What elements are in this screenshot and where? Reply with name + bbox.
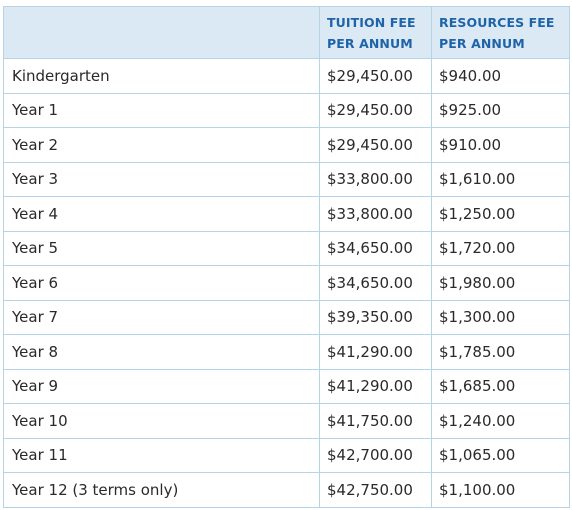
tuition-fee: $34,650.00 bbox=[319, 230, 432, 266]
year-level: Year 9 bbox=[3, 368, 320, 404]
table-row: Kindergarten $29,450.00 $940.00 bbox=[3, 58, 570, 94]
year-level: Year 2 bbox=[3, 127, 320, 163]
table-row: Year 7 $39,350.00 $1,300.00 bbox=[3, 299, 570, 335]
year-level: Year 3 bbox=[3, 161, 320, 197]
table-row: Year 10 $41,750.00 $1,240.00 bbox=[3, 403, 570, 439]
tuition-fee: $34,650.00 bbox=[319, 265, 432, 301]
resources-fee: $1,685.00 bbox=[431, 368, 570, 404]
table-row: Year 12 (3 terms only) $42,750.00 $1,100… bbox=[3, 472, 570, 508]
year-level: Year 12 (3 terms only) bbox=[3, 472, 320, 508]
header-level bbox=[3, 6, 320, 59]
year-level: Year 5 bbox=[3, 230, 320, 266]
resources-fee: $925.00 bbox=[431, 92, 570, 128]
resources-fee: $1,250.00 bbox=[431, 196, 570, 232]
resources-fee: $910.00 bbox=[431, 127, 570, 163]
fee-table-header: TUITION FEE PER ANNUM RESOURCES FEE PER … bbox=[3, 6, 570, 59]
table-row: Year 1 $29,450.00 $925.00 bbox=[3, 92, 570, 128]
table-row: Year 6 $34,650.00 $1,980.00 bbox=[3, 265, 570, 301]
fee-table-body: Kindergarten $29,450.00 $940.00 Year 1 $… bbox=[3, 58, 570, 508]
resources-fee: $1,785.00 bbox=[431, 334, 570, 370]
year-level: Year 1 bbox=[3, 92, 320, 128]
tuition-fee: $41,750.00 bbox=[319, 403, 432, 439]
resources-fee: $1,610.00 bbox=[431, 161, 570, 197]
resources-fee: $940.00 bbox=[431, 58, 570, 94]
table-row: Year 11 $42,700.00 $1,065.00 bbox=[3, 437, 570, 473]
tuition-fee: $41,290.00 bbox=[319, 334, 432, 370]
tuition-fee: $42,700.00 bbox=[319, 437, 432, 473]
year-level: Year 11 bbox=[3, 437, 320, 473]
tuition-fee: $42,750.00 bbox=[319, 472, 432, 508]
year-level: Kindergarten bbox=[3, 58, 320, 94]
header-resources-line1: RESOURCES FEE bbox=[439, 14, 555, 30]
year-level: Year 7 bbox=[3, 299, 320, 335]
fee-table: TUITION FEE PER ANNUM RESOURCES FEE PER … bbox=[3, 6, 570, 508]
header-resources-line2: PER ANNUM bbox=[439, 35, 525, 51]
tuition-fee: $41,290.00 bbox=[319, 368, 432, 404]
table-row: Year 5 $34,650.00 $1,720.00 bbox=[3, 230, 570, 266]
tuition-fee: $29,450.00 bbox=[319, 58, 432, 94]
header-tuition-line1: TUITION FEE bbox=[327, 14, 416, 30]
resources-fee: $1,980.00 bbox=[431, 265, 570, 301]
header-row: TUITION FEE PER ANNUM RESOURCES FEE PER … bbox=[3, 6, 570, 59]
year-level: Year 10 bbox=[3, 403, 320, 439]
table-row: Year 8 $41,290.00 $1,785.00 bbox=[3, 334, 570, 370]
tuition-fee: $29,450.00 bbox=[319, 127, 432, 163]
year-level: Year 8 bbox=[3, 334, 320, 370]
resources-fee: $1,240.00 bbox=[431, 403, 570, 439]
table-row: Year 2 $29,450.00 $910.00 bbox=[3, 127, 570, 163]
table-row: Year 3 $33,800.00 $1,610.00 bbox=[3, 161, 570, 197]
tuition-fee: $39,350.00 bbox=[319, 299, 432, 335]
table-row: Year 9 $41,290.00 $1,685.00 bbox=[3, 368, 570, 404]
resources-fee: $1,300.00 bbox=[431, 299, 570, 335]
resources-fee: $1,720.00 bbox=[431, 230, 570, 266]
header-tuition-line2: PER ANNUM bbox=[327, 35, 413, 51]
header-resources-fee: RESOURCES FEE PER ANNUM bbox=[431, 6, 570, 59]
year-level: Year 4 bbox=[3, 196, 320, 232]
header-tuition-fee: TUITION FEE PER ANNUM bbox=[319, 6, 432, 59]
resources-fee: $1,065.00 bbox=[431, 437, 570, 473]
resources-fee: $1,100.00 bbox=[431, 472, 570, 508]
table-row: Year 4 $33,800.00 $1,250.00 bbox=[3, 196, 570, 232]
year-level: Year 6 bbox=[3, 265, 320, 301]
tuition-fee: $29,450.00 bbox=[319, 92, 432, 128]
tuition-fee: $33,800.00 bbox=[319, 161, 432, 197]
tuition-fee: $33,800.00 bbox=[319, 196, 432, 232]
